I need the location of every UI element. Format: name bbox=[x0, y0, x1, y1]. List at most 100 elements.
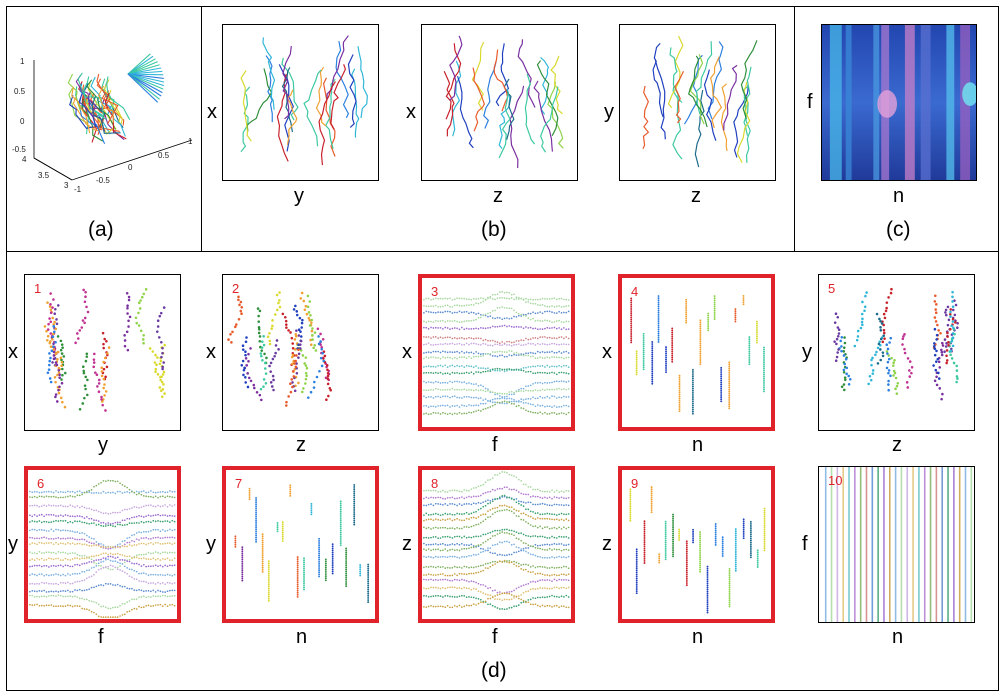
panel-d-3-ylabel: x bbox=[402, 341, 412, 363]
trajectory-line bbox=[246, 68, 273, 132]
scatter-points bbox=[423, 290, 570, 416]
panel-c-heatmap bbox=[821, 24, 977, 181]
trajectory-line bbox=[498, 91, 511, 159]
trajectory-line bbox=[667, 35, 684, 109]
trajectory-line bbox=[694, 89, 705, 168]
trajectory-line bbox=[318, 81, 336, 166]
trajectory-line bbox=[483, 61, 497, 129]
trajectory-line bbox=[540, 86, 559, 153]
trajectory-line bbox=[688, 55, 708, 128]
trajectory-line bbox=[652, 42, 664, 118]
trajectory-line bbox=[669, 47, 683, 103]
trajectory-line bbox=[265, 55, 273, 123]
trajectory-line bbox=[330, 64, 347, 130]
panel-d-5: 5 bbox=[818, 274, 975, 431]
trajectory-bundle bbox=[67, 53, 165, 144]
panel-b-1-xlabel: y bbox=[294, 185, 304, 207]
trajectory-line bbox=[240, 70, 252, 142]
trajectory-line bbox=[733, 84, 749, 158]
trajectory-line bbox=[536, 60, 559, 136]
panel-d-8-ylabel: z bbox=[402, 533, 412, 555]
panel-d-8-number: 8 bbox=[431, 476, 439, 491]
panel-d-1-ylabel: x bbox=[8, 341, 18, 363]
panel-d-7-number: 7 bbox=[235, 476, 243, 491]
tick-x-05: 0.5 bbox=[158, 151, 170, 160]
scatter-points bbox=[630, 294, 765, 415]
scatter-plot bbox=[423, 471, 570, 611]
panel-b-1 bbox=[222, 24, 379, 181]
panel-d-2-ylabel: x bbox=[206, 341, 216, 363]
scatter-plot bbox=[833, 287, 959, 401]
trajectory-line bbox=[550, 55, 563, 115]
trajectory-line bbox=[347, 54, 357, 128]
scatter-plot bbox=[234, 483, 370, 604]
panel-d-10-ylabel: f bbox=[802, 533, 808, 555]
scatter-points bbox=[29, 479, 176, 618]
tick-x-neg1: -1 bbox=[74, 185, 82, 194]
trajectory-line bbox=[303, 69, 322, 147]
trajectory-line bbox=[674, 70, 685, 124]
panel-d-1-xlabel: y bbox=[98, 434, 108, 456]
panel-d-9-ylabel: z bbox=[602, 533, 612, 555]
3d-trajectory-plot bbox=[33, 53, 193, 181]
trajectory-plot bbox=[642, 35, 758, 168]
trajectory-line bbox=[517, 39, 536, 108]
tick-x-neg05: -0.5 bbox=[96, 176, 110, 185]
tick-y-4: 4 bbox=[22, 155, 27, 164]
col-divider-b-c bbox=[794, 6, 795, 251]
trajectory-line bbox=[540, 57, 550, 115]
scatter-plot bbox=[227, 291, 332, 407]
trajectory-plot bbox=[240, 35, 368, 166]
tick-z-0: 0 bbox=[20, 117, 25, 126]
trajectory-line bbox=[240, 86, 251, 153]
panel-d-2: 2 bbox=[222, 274, 379, 431]
tick-z-1: 1 bbox=[20, 57, 25, 66]
panel-c-xlabel: n bbox=[893, 185, 905, 207]
trajectory-line bbox=[672, 86, 683, 160]
tick-z-05: 0.5 bbox=[14, 87, 26, 96]
panel-d-3-number: 3 bbox=[431, 284, 439, 299]
panel-d-1-number: 1 bbox=[34, 281, 42, 296]
panel-d-10-number: 10 bbox=[828, 473, 843, 488]
scatter-points bbox=[43, 288, 166, 412]
trajectory-line bbox=[456, 75, 474, 149]
trajectory-line bbox=[443, 70, 455, 137]
panel-d-5-number: 5 bbox=[828, 281, 836, 296]
panel-d-6-xlabel: f bbox=[98, 626, 104, 648]
panel-d-9: 9 bbox=[618, 466, 775, 623]
panel-d-3-xlabel: f bbox=[492, 434, 498, 456]
panel-d-7-xlabel: n bbox=[296, 626, 308, 648]
heatmap-column bbox=[946, 25, 955, 180]
panel-d-8-xlabel: f bbox=[492, 626, 498, 648]
trajectory-line bbox=[286, 89, 298, 145]
trajectory-plot bbox=[443, 35, 564, 169]
trajectory-line bbox=[451, 60, 462, 137]
heatmap-column bbox=[829, 25, 842, 180]
tick-z-neg05: -0.5 bbox=[12, 145, 26, 154]
trajectory-line bbox=[357, 46, 368, 119]
trajectory-line bbox=[509, 85, 525, 169]
panel-d-9-number: 9 bbox=[631, 476, 639, 491]
panel-d-10: 10 bbox=[818, 466, 975, 623]
scatter-points bbox=[629, 486, 766, 614]
heatmap-column bbox=[845, 25, 852, 180]
col-divider-a-b bbox=[201, 6, 202, 251]
trajectory-line bbox=[533, 80, 554, 152]
trajectory-line bbox=[654, 60, 666, 140]
row-divider bbox=[6, 251, 999, 252]
heatmap-hotspot bbox=[877, 90, 898, 118]
panel-b-2 bbox=[421, 24, 578, 181]
panel-d-7: 7 bbox=[222, 466, 379, 623]
trajectory-line bbox=[736, 81, 751, 163]
panel-d-5-xlabel: z bbox=[892, 434, 902, 456]
scatter-plot bbox=[629, 486, 766, 614]
trajectory-line bbox=[281, 67, 293, 133]
panel-c-ylabel: f bbox=[807, 91, 813, 113]
heatmap-column bbox=[873, 25, 880, 180]
panel-d-2-xlabel: z bbox=[296, 434, 306, 456]
panel-d-3: 3 bbox=[418, 274, 575, 431]
panel-d-2-number: 2 bbox=[232, 281, 240, 296]
heatmap-column bbox=[904, 25, 915, 180]
trajectory-line bbox=[743, 66, 752, 136]
trajectory-line bbox=[743, 85, 751, 163]
